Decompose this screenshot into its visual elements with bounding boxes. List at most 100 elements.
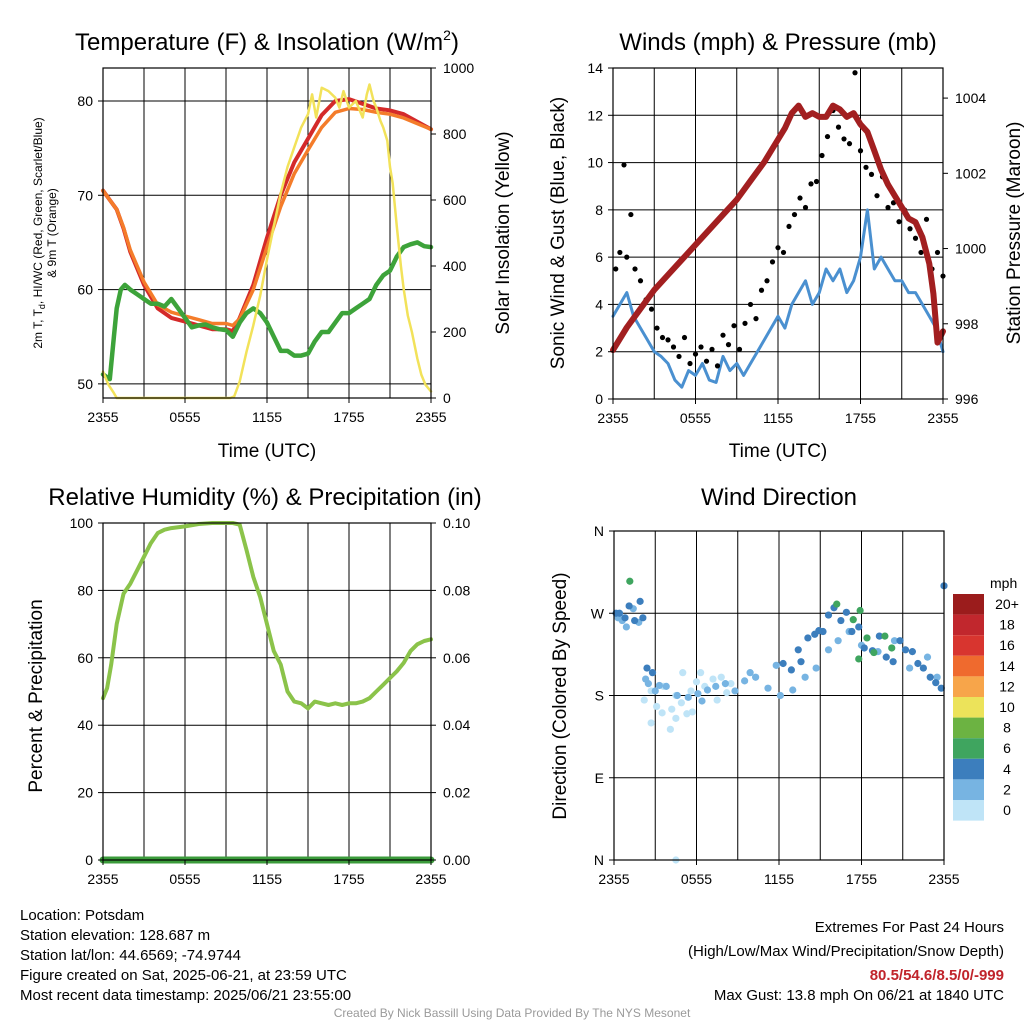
gust-point bbox=[670, 344, 677, 350]
x-tick-label: 2355 bbox=[415, 409, 446, 425]
temperature-xlabel: Time (UTC) bbox=[218, 441, 317, 462]
gust-point bbox=[874, 193, 880, 199]
y-tick-label: 0 bbox=[595, 391, 603, 407]
direction-point bbox=[721, 680, 729, 688]
direction-point bbox=[824, 646, 833, 654]
gust-point bbox=[841, 136, 847, 142]
gust-point bbox=[703, 358, 710, 364]
direction-point bbox=[643, 664, 651, 672]
direction-point bbox=[655, 681, 663, 690]
y-tick-label: 2 bbox=[595, 344, 603, 360]
direction-point bbox=[889, 658, 897, 666]
x-tick-label: 1155 bbox=[252, 409, 282, 425]
y-tick-label: 40 bbox=[77, 717, 93, 733]
gust-point bbox=[846, 141, 853, 147]
gust-point bbox=[654, 325, 660, 331]
humidity-title: Relative Humidity (%) & Precipitation (i… bbox=[48, 484, 481, 511]
direction-point bbox=[776, 691, 784, 700]
direction-point bbox=[694, 690, 702, 698]
direction-point bbox=[797, 658, 805, 666]
direction-point bbox=[837, 616, 845, 625]
direction-point bbox=[639, 614, 647, 622]
direction-point bbox=[683, 710, 691, 718]
temperature-left-label-line2: & 9m T (Orange) bbox=[45, 188, 59, 278]
direction-point bbox=[932, 679, 940, 687]
direction-point bbox=[666, 725, 674, 733]
gust-point bbox=[868, 171, 875, 177]
direction-point bbox=[926, 673, 934, 681]
direction-point bbox=[914, 659, 922, 668]
x-tick-label: 2355 bbox=[597, 410, 628, 426]
temperature-ticks: 2355 0555 1155 1755 235550607080020040060080… bbox=[77, 60, 474, 425]
gust-point bbox=[797, 195, 803, 201]
station-latlon: Station lat/lon: 44.6569; -74.9744 bbox=[20, 947, 242, 964]
gust-point bbox=[681, 334, 688, 341]
gust-point bbox=[896, 219, 902, 225]
winds-xlabel: Time (UTC) bbox=[729, 441, 828, 462]
direction-point bbox=[919, 664, 927, 672]
y2-tick-label: 0.08 bbox=[443, 582, 470, 598]
legend-label: 8 bbox=[1003, 720, 1011, 736]
series-line bbox=[611, 208, 945, 389]
y2-tick-label: 1004 bbox=[955, 90, 986, 106]
gust-point bbox=[659, 334, 666, 341]
direction-point bbox=[741, 677, 749, 685]
x-tick-label: 0555 bbox=[169, 871, 200, 887]
gust-point bbox=[725, 342, 732, 348]
direction-point bbox=[870, 648, 878, 657]
direction-point bbox=[672, 714, 680, 722]
gust-point bbox=[769, 259, 776, 265]
winds-grid bbox=[613, 68, 943, 399]
direction-point bbox=[875, 632, 883, 640]
legend-label: 0 bbox=[1003, 802, 1011, 818]
y-tick-label: 12 bbox=[587, 107, 603, 123]
legend-label: 10 bbox=[999, 699, 1015, 715]
humidity-ticks: 2355 0555 1155 1755 2355 0 20 40 60 80 100 0.00 0.02… bbox=[70, 515, 471, 887]
direction-point bbox=[833, 600, 841, 608]
direction-point bbox=[801, 673, 809, 681]
x-tick-label: 0555 bbox=[169, 409, 200, 425]
direction-point bbox=[713, 696, 721, 704]
direction-point bbox=[881, 632, 889, 640]
direction-point bbox=[684, 693, 692, 701]
y-tick-label: 60 bbox=[77, 650, 93, 666]
x-tick-label: 1755 bbox=[333, 409, 364, 425]
direction-point bbox=[662, 682, 670, 690]
legend-swatch bbox=[953, 676, 984, 697]
y-tick-label: 50 bbox=[77, 376, 93, 392]
direction-point bbox=[834, 637, 842, 645]
direction-point bbox=[779, 659, 787, 668]
humidity-grid bbox=[103, 523, 431, 860]
gust-point bbox=[786, 223, 792, 230]
direction-point bbox=[746, 669, 754, 677]
direction-ticks: 2355 0555 1155 1755 2355 N E S W N bbox=[591, 523, 960, 887]
y2-tick-label: 0 bbox=[443, 390, 451, 406]
legend-swatch bbox=[953, 614, 984, 636]
y-tick-label: 6 bbox=[595, 249, 603, 265]
direction-point bbox=[906, 664, 914, 672]
gust-point bbox=[628, 211, 634, 218]
temperature-panel: Temperature (F) & Insolation (W/m2) 2355… bbox=[31, 27, 514, 462]
y2-tick-label: 0.04 bbox=[443, 717, 470, 733]
direction-point bbox=[923, 653, 932, 661]
legend-label: 2 bbox=[1003, 781, 1011, 797]
direction-point bbox=[815, 627, 823, 635]
winds-title: Winds (mph) & Pressure (mb) bbox=[619, 29, 936, 56]
temperature-grid bbox=[103, 68, 431, 398]
direction-point bbox=[712, 682, 720, 690]
direction-point bbox=[621, 614, 629, 622]
direction-point bbox=[937, 684, 945, 692]
humidity-panel: Relative Humidity (%) & Precipitation (i… bbox=[26, 484, 482, 887]
speed-legend: mph 20+ 18 16 14 12 10 8 6 4 2 0 bbox=[953, 575, 1019, 821]
gust-point bbox=[747, 301, 754, 308]
extremes-box: Extremes For Past 24 Hours (High/Low/Max… bbox=[688, 918, 1004, 1006]
direction-point bbox=[890, 637, 899, 645]
y-tick-label: 4 bbox=[595, 296, 603, 312]
gust-point bbox=[819, 152, 825, 159]
direction-point bbox=[687, 687, 695, 695]
direction-point bbox=[625, 602, 633, 610]
legend-swatch bbox=[953, 779, 984, 800]
gust-point bbox=[709, 346, 715, 352]
legend-swatch bbox=[953, 717, 984, 739]
